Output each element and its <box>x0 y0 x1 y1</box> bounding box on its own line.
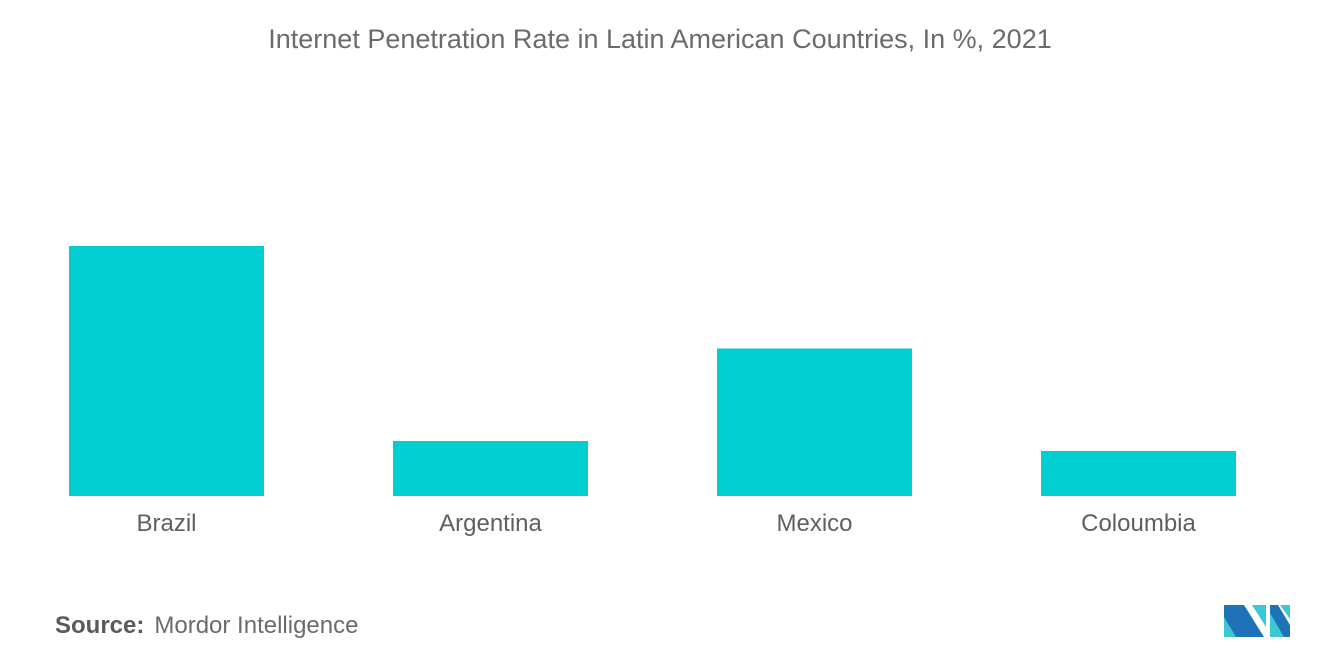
x-tick-label: Coloumbia <box>1081 510 1196 537</box>
x-tick-label: Brazil <box>136 510 196 537</box>
bar-brazil <box>69 246 264 496</box>
source-text: Mordor Intelligence <box>154 612 359 639</box>
bar-coloumbia <box>1041 451 1236 496</box>
x-tick-label: Mexico <box>776 510 852 537</box>
x-tick-label: Argentina <box>439 510 542 537</box>
chart-title: Internet Penetration Rate in Latin Ameri… <box>268 24 1052 54</box>
source-note: Source: Mordor Intelligence <box>55 612 358 640</box>
mordor-logo <box>1224 605 1290 637</box>
source-label: Source: <box>55 612 145 639</box>
bar-mexico <box>717 348 912 496</box>
bar-argentina <box>393 441 588 496</box>
